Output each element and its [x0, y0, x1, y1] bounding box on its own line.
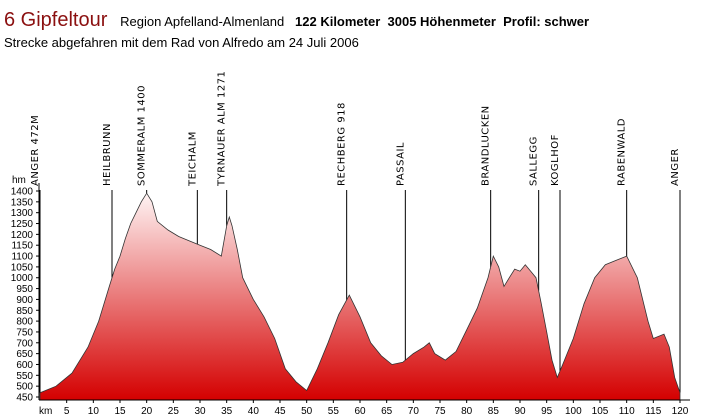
y-tick-label: 500: [16, 382, 33, 393]
x-axis-label: km: [39, 406, 52, 417]
y-tick-label: 1200: [11, 230, 34, 241]
region: Region Apfelland-Almenland: [120, 14, 284, 29]
y-tick-label: 1400: [11, 187, 34, 198]
y-tick-label: 1350: [11, 197, 34, 208]
y-tick-label: 450: [16, 393, 33, 404]
y-tick-label: 550: [16, 371, 33, 382]
x-tick-label: 85: [488, 406, 500, 417]
waypoint-label: SOMMERALM 1400: [137, 85, 148, 186]
waypoint-label: ANGER 472M: [30, 115, 41, 186]
stats: 122 Kilometer 3005 Höhenmeter Profil: sc…: [295, 14, 589, 29]
x-tick-label: 20: [141, 406, 153, 417]
x-tick-label: 110: [619, 406, 635, 417]
x-tick-label: 100: [565, 406, 582, 417]
x-tick-label: 25: [168, 406, 180, 417]
y-tick-label: 1000: [11, 273, 34, 284]
x-tick-label: 70: [408, 406, 420, 417]
x-tick-label: 105: [592, 406, 609, 417]
waypoint-label: RECHBERG 918: [337, 102, 348, 186]
x-tick-label: 90: [514, 406, 526, 417]
x-tick-label: 10: [88, 406, 100, 417]
y-tick-label: 800: [16, 317, 33, 328]
x-tick-label: 115: [645, 406, 661, 417]
x-tick-label: 50: [301, 406, 313, 417]
y-tick-label: 1300: [11, 208, 34, 219]
y-tick-label: 1150: [11, 241, 33, 252]
y-tick-label: 600: [16, 360, 33, 371]
x-tick-label: 15: [114, 406, 126, 417]
x-tick-label: 30: [194, 406, 206, 417]
waypoint-label: ANGER: [670, 148, 681, 186]
x-tick-label: 45: [274, 406, 286, 417]
x-tick-label: 40: [248, 406, 260, 417]
y-tick-label: 900: [16, 295, 33, 306]
x-tick-label: 120: [672, 406, 689, 417]
waypoint-label: PASSAIL: [395, 142, 406, 186]
y-tick-label: 850: [16, 306, 33, 317]
waypoint-label: BRANDLUCKEN: [481, 105, 492, 186]
waypoint-label: TEICHALM: [187, 131, 198, 187]
y-tick-label: 650: [16, 349, 33, 360]
y-tick-label: 1100: [11, 252, 33, 263]
waypoint-label: HEILBRUNN: [102, 123, 113, 186]
y-axis-label: hm: [12, 175, 26, 186]
x-tick-label: 65: [381, 406, 393, 417]
y-tick-label: 950: [16, 284, 33, 295]
x-tick-label: 60: [354, 406, 366, 417]
waypoint-label: SALLEGG: [529, 136, 540, 186]
waypoint-label: TYRNAUER ALM 1271: [217, 71, 228, 187]
x-tick-label: 55: [328, 406, 340, 417]
elevation-area: [39, 192, 681, 401]
x-tick-label: 95: [541, 406, 553, 417]
x-tick-label: 80: [461, 406, 473, 417]
y-tick-label: 700: [16, 338, 33, 349]
waypoint-label: KOGLHOF: [550, 134, 561, 186]
x-tick-label: 35: [221, 406, 233, 417]
waypoint-label: RABENWALD: [617, 118, 628, 186]
subtitle: Strecke abgefahren mit dem Rad von Alfre…: [4, 35, 359, 50]
y-tick-label: 1050: [11, 262, 34, 273]
y-tick-label: 1250: [11, 219, 34, 230]
x-tick-label: 5: [64, 406, 70, 417]
x-tick-label: 75: [434, 406, 446, 417]
chart-title: 6 Gipfeltour: [4, 9, 108, 31]
y-tick-label: 750: [16, 327, 33, 338]
header: 6 Gipfeltour Region Apfelland-Almenland …: [4, 9, 589, 31]
